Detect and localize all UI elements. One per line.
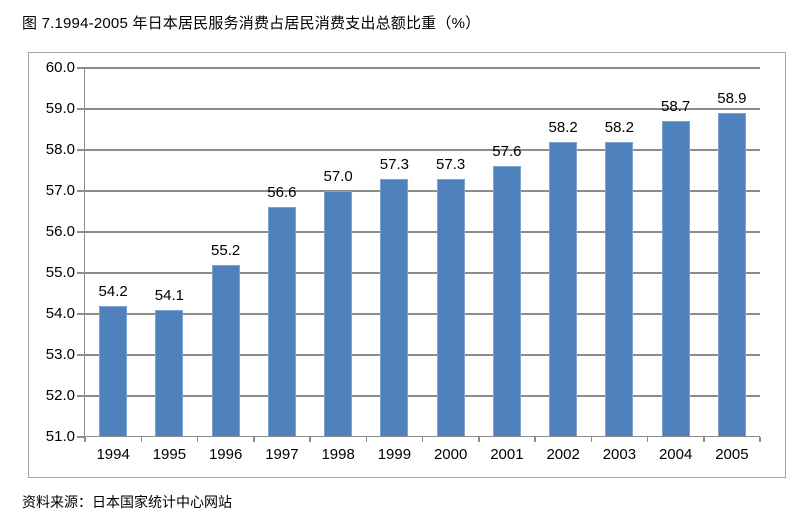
y-axis-tick-label: 52.0 xyxy=(45,387,75,404)
x-axis-tick xyxy=(309,437,311,442)
x-axis-label: 2005 xyxy=(715,446,749,463)
y-axis-tick-label: 55.0 xyxy=(45,264,75,281)
gridline xyxy=(85,149,760,151)
y-axis-tick xyxy=(77,436,85,438)
bar-1995 xyxy=(155,309,184,437)
bar-value-label: 58.2 xyxy=(604,118,634,136)
x-axis-tick xyxy=(365,437,367,442)
x-axis-tick xyxy=(590,437,592,442)
y-axis-tick xyxy=(77,149,85,151)
x-axis-tick xyxy=(253,437,255,442)
x-axis-tick xyxy=(140,437,142,442)
figure-title: 图 7.1994-2005 年日本居民服务消费占居民消费支出总额比重（%） xyxy=(22,15,481,32)
gridline xyxy=(85,313,760,315)
x-axis-label: 1996 xyxy=(208,446,243,463)
x-axis-label: 2002 xyxy=(546,446,580,463)
y-axis-tick-label: 59.0 xyxy=(45,100,75,117)
gridline xyxy=(85,190,760,192)
gridline xyxy=(85,354,760,356)
bar-value-label: 57.3 xyxy=(436,155,466,173)
y-axis-tick xyxy=(77,395,85,397)
x-axis-tick xyxy=(534,437,536,442)
x-axis-label: 2003 xyxy=(602,446,637,463)
bar-1994 xyxy=(99,305,128,437)
y-axis-tick xyxy=(77,272,85,274)
gridline xyxy=(85,395,760,397)
y-axis-line xyxy=(83,68,85,437)
x-axis-tick xyxy=(421,437,424,442)
bar-2000 xyxy=(436,178,465,437)
bar-2001 xyxy=(492,166,521,437)
x-axis-tick xyxy=(478,437,480,442)
plot-area: 60.0 59.0 58.0 57.0 56.0 55.0 54.0 53.0 52.0 51.0… xyxy=(46,59,761,463)
bar-value-label: 56.6 xyxy=(267,184,297,202)
x-axis-tick xyxy=(646,437,649,442)
bar-value-label: 57.3 xyxy=(379,155,409,173)
y-axis-tick xyxy=(77,190,85,192)
x-axis-label: 1999 xyxy=(377,446,412,463)
bar-value-label: 54.2 xyxy=(98,282,128,300)
bar-2005 xyxy=(717,113,746,437)
y-axis-tick-label: 53.0 xyxy=(45,346,75,363)
bar-value-label: 57.6 xyxy=(492,143,522,161)
bar-1997 xyxy=(267,207,296,437)
y-axis-tick-label: 56.0 xyxy=(45,223,75,240)
x-axis-tick xyxy=(196,437,199,442)
gridline xyxy=(85,67,760,69)
bar-value-label: 58.9 xyxy=(717,90,747,108)
bar-value-label: 58.7 xyxy=(661,98,691,116)
y-axis-tick-label: 58.0 xyxy=(45,141,75,158)
gridline xyxy=(85,272,760,274)
chart-frame: 60.0 59.0 58.0 57.0 56.0 55.0 54.0 53.0 52.0 51.0… xyxy=(28,52,786,478)
x-axis-label: 2001 xyxy=(490,446,524,463)
bar-value-label: 55.2 xyxy=(211,241,241,259)
bar-2004 xyxy=(661,121,690,437)
bar-value-label: 57.0 xyxy=(323,168,353,185)
x-axis-tick xyxy=(703,437,705,442)
bar-1996 xyxy=(211,264,240,437)
y-axis-tick-label: 51.0 xyxy=(45,428,75,445)
x-axis-label: 1997 xyxy=(265,446,299,463)
y-axis-tick xyxy=(77,231,85,233)
bar-1998 xyxy=(324,191,353,437)
y-axis-tick-label: 57.0 xyxy=(45,182,75,199)
y-axis-tick-label: 60.0 xyxy=(45,59,75,76)
x-axis-label: 2000 xyxy=(433,446,468,463)
y-axis-tick xyxy=(77,67,85,69)
bar-2003 xyxy=(605,141,634,437)
y-axis-tick xyxy=(77,354,85,356)
x-axis-label: 1995 xyxy=(152,446,187,463)
x-axis-tick xyxy=(84,437,86,442)
bar-value-label: 58.2 xyxy=(548,118,578,136)
y-axis-tick-label: 54.0 xyxy=(45,305,75,322)
x-axis-line xyxy=(83,435,760,437)
y-axis-tick xyxy=(77,313,85,315)
bar-value-label: 54.1 xyxy=(154,286,184,304)
x-axis-tick xyxy=(759,437,761,442)
x-axis-label: 1994 xyxy=(96,446,130,463)
gridline xyxy=(85,108,760,110)
x-axis-label: 2004 xyxy=(658,446,693,463)
x-axis-label: 1998 xyxy=(321,446,355,463)
y-axis-tick xyxy=(77,108,85,110)
source-note: 资料来源：日本国家统计中心网站 xyxy=(22,494,232,510)
bar-2002 xyxy=(549,141,578,437)
gridline xyxy=(85,231,760,233)
bar-1999 xyxy=(380,178,409,437)
